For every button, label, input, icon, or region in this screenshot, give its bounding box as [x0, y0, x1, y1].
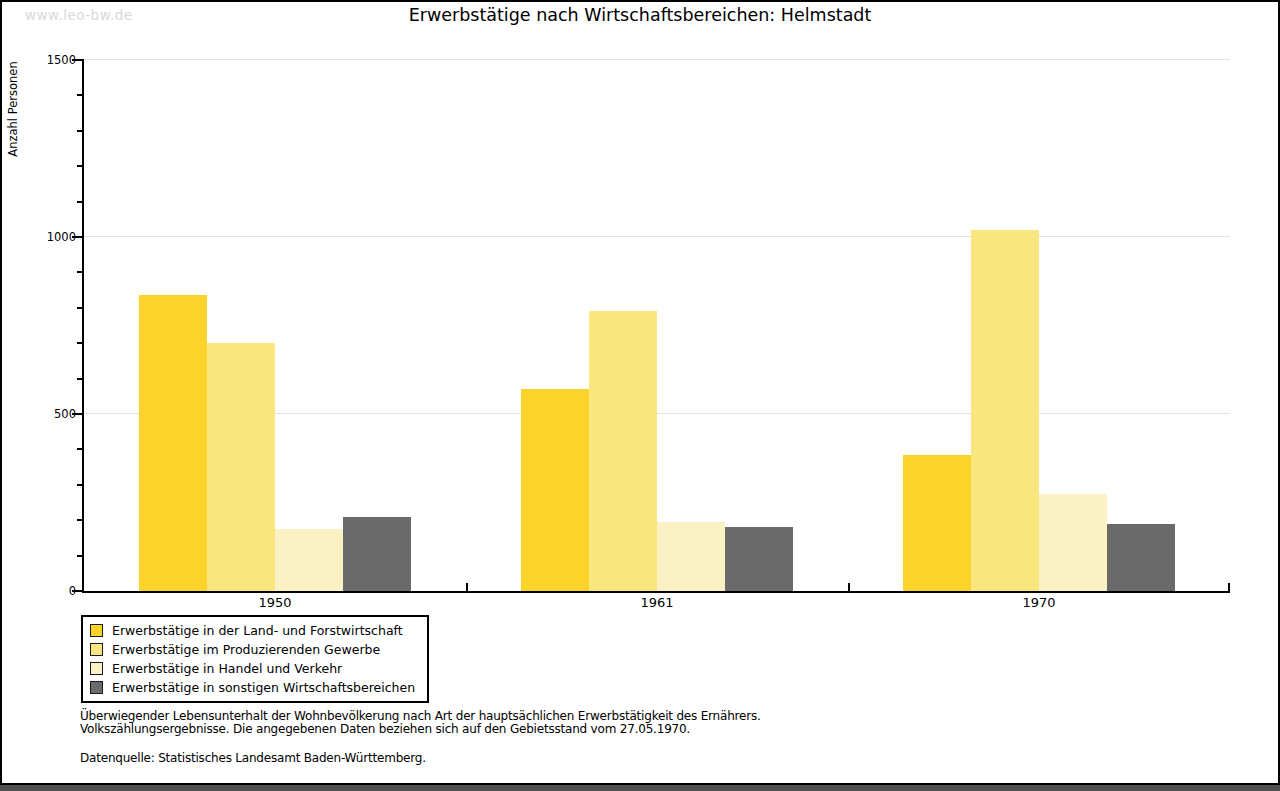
y-axis-tick-label: 1000	[26, 230, 76, 244]
y-axis-minor-tick	[77, 94, 82, 96]
y-axis-minor-tick	[77, 484, 82, 486]
y-axis-minor-tick	[77, 448, 82, 450]
footnote: Überwiegender Lebensunterhalt der Wohnbe…	[80, 710, 761, 765]
legend-item-label: Erwerbstätige im Produzierenden Gewerbe	[112, 642, 380, 657]
y-axis-minor-tick	[77, 378, 82, 380]
y-axis-minor-tick	[77, 555, 82, 557]
bar-1961-series-0	[521, 389, 589, 591]
gridline	[84, 236, 1230, 237]
legend-item: Erwerbstätige in sonstigen Wirtschaftsbe…	[90, 678, 415, 697]
x-axis-category-label: 1970	[989, 595, 1089, 610]
bar-1961-series-1	[589, 311, 657, 591]
bar-1970-series-3	[1107, 524, 1175, 591]
y-axis-minor-tick	[77, 165, 82, 167]
legend-item-label: Erwerbstätige in der Land- und Forstwirt…	[112, 623, 403, 638]
y-axis-tick-label: 1500	[26, 53, 76, 67]
y-axis-minor-tick	[77, 130, 82, 132]
y-axis-minor-tick	[77, 201, 82, 203]
x-axis-tick	[1228, 583, 1230, 591]
chart-title: Erwerbstätige nach Wirtschaftsbereichen:…	[0, 4, 1280, 26]
y-axis-minor-tick	[77, 307, 82, 309]
y-axis-minor-tick	[77, 519, 82, 521]
y-axis-tick-label: 0	[26, 584, 76, 598]
bar-1961-series-3	[725, 527, 793, 591]
legend-item: Erwerbstätige in Handel und Verkehr	[90, 659, 415, 678]
x-axis-category-label: 1950	[225, 595, 325, 610]
bar-1950-series-3	[343, 517, 411, 591]
x-axis-tick	[848, 583, 850, 591]
data-source-note: Datenquelle: Statistisches Landesamt Bad…	[80, 752, 761, 765]
legend-swatch	[90, 624, 103, 637]
footnote-line: Überwiegender Lebensunterhalt der Wohnbe…	[80, 710, 761, 723]
legend-item: Erwerbstätige in der Land- und Forstwirt…	[90, 621, 415, 640]
y-axis-label: Anzahl Personen	[6, 9, 22, 209]
legend-item-label: Erwerbstätige in sonstigen Wirtschaftsbe…	[112, 680, 415, 695]
legend-swatch	[90, 681, 103, 694]
bar-1950-series-0	[139, 295, 207, 591]
chart-canvas: www.leo-bw.de Erwerbstätige nach Wirtsch…	[0, 0, 1280, 791]
plot-area	[82, 59, 1230, 593]
bar-1950-series-2	[275, 529, 343, 591]
legend-swatch	[90, 643, 103, 656]
y-axis-tick-label: 500	[26, 407, 76, 421]
bar-1970-series-0	[903, 455, 971, 591]
x-axis-tick	[466, 583, 468, 591]
y-axis-minor-tick	[77, 271, 82, 273]
gridline	[84, 59, 1230, 60]
footnote-line: Volkszählungsergebnisse. Die angegebenen…	[80, 723, 761, 736]
legend-item-label: Erwerbstätige in Handel und Verkehr	[112, 661, 342, 676]
x-axis-category-label: 1961	[607, 595, 707, 610]
legend-swatch	[90, 662, 103, 675]
legend-item: Erwerbstätige im Produzierenden Gewerbe	[90, 640, 415, 659]
bar-1970-series-2	[1039, 494, 1107, 591]
legend: Erwerbstätige in der Land- und Forstwirt…	[81, 615, 429, 703]
bar-1961-series-2	[657, 522, 725, 591]
y-axis-minor-tick	[77, 342, 82, 344]
bar-1970-series-1	[971, 230, 1039, 591]
window-edge	[0, 785, 1280, 791]
bar-1950-series-1	[207, 343, 275, 591]
